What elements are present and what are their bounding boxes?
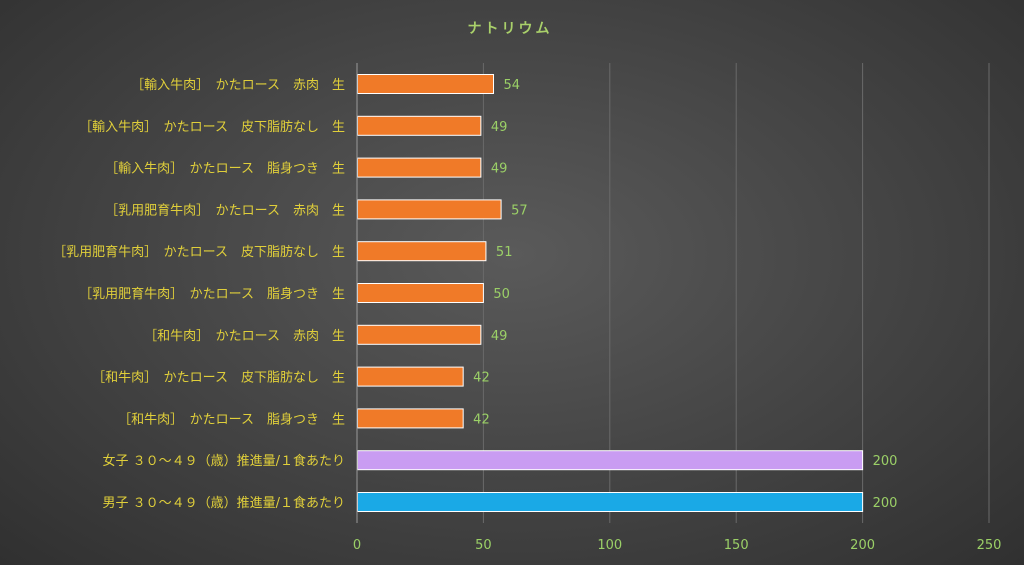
category-label: ［和牛肉］ かたロース 皮下脂肪なし 生 [92, 370, 345, 386]
category-label: ［乳用肥育牛肉］ かたロース 脂身つき 生 [79, 286, 345, 302]
bar [357, 324, 482, 345]
x-tick-label: 100 [597, 538, 622, 553]
bar [357, 450, 864, 471]
value-label: 51 [496, 245, 513, 260]
category-label: ［和牛肉］ かたロース 赤肉 生 [144, 329, 345, 344]
value-label: 49 [491, 329, 508, 344]
bar [357, 241, 487, 262]
x-tick-label: 50 [475, 538, 492, 553]
x-tick-label: 200 [850, 538, 875, 553]
x-tick-label: 150 [724, 538, 749, 553]
x-tick-label: 250 [977, 538, 1002, 553]
category-label: ［輸入牛肉］ かたロース 脂身つき 生 [105, 161, 345, 177]
value-label: 57 [511, 203, 528, 218]
value-label: 54 [504, 78, 521, 93]
value-label: 42 [473, 412, 490, 427]
bar [357, 283, 484, 303]
category-label: ［輸入牛肉］ かたロース 赤肉 生 [131, 78, 345, 93]
category-label: 男子 ３０～４９（歳）推進量/１食あたり [102, 495, 345, 511]
value-label: 200 [873, 496, 898, 511]
bar [357, 199, 502, 220]
bar [357, 492, 864, 512]
category-label: ［和牛肉］ かたロース 脂身つき 生 [118, 411, 345, 427]
value-label: 49 [491, 120, 508, 135]
bar [357, 157, 482, 178]
bar [357, 408, 464, 429]
value-label: 50 [493, 287, 510, 302]
category-label: ［輸入牛肉］ かたロース 皮下脂肪なし 生 [79, 119, 345, 135]
x-tick-label: 0 [353, 538, 361, 553]
chart-title: ナトリウム [468, 21, 553, 37]
bar [357, 366, 464, 387]
value-labels: 54 49 49 57 51 50 49 42 42 200 200 [473, 78, 897, 511]
x-axis-ticks: 0 50 100 150 200 250 [353, 538, 1002, 553]
value-label: 49 [491, 162, 508, 177]
category-label: 女子 ３０～４９（歳）推進量/１食あたり [102, 453, 345, 469]
category-labels: ［輸入牛肉］ かたロース 赤肉 生 ［輸入牛肉］ かたロース 皮下脂肪なし 生 ［輸… [53, 78, 345, 511]
category-label: ［乳用肥育牛肉］ かたロース 赤肉 生 [105, 202, 345, 218]
gridlines [482, 63, 990, 523]
bar [357, 115, 482, 136]
value-label: 200 [873, 454, 898, 469]
bar [357, 74, 495, 94]
value-label: 42 [473, 371, 490, 386]
category-label: ［乳用肥育牛肉］ かたロース 皮下脂肪なし 生 [53, 244, 345, 260]
bars [357, 74, 864, 512]
